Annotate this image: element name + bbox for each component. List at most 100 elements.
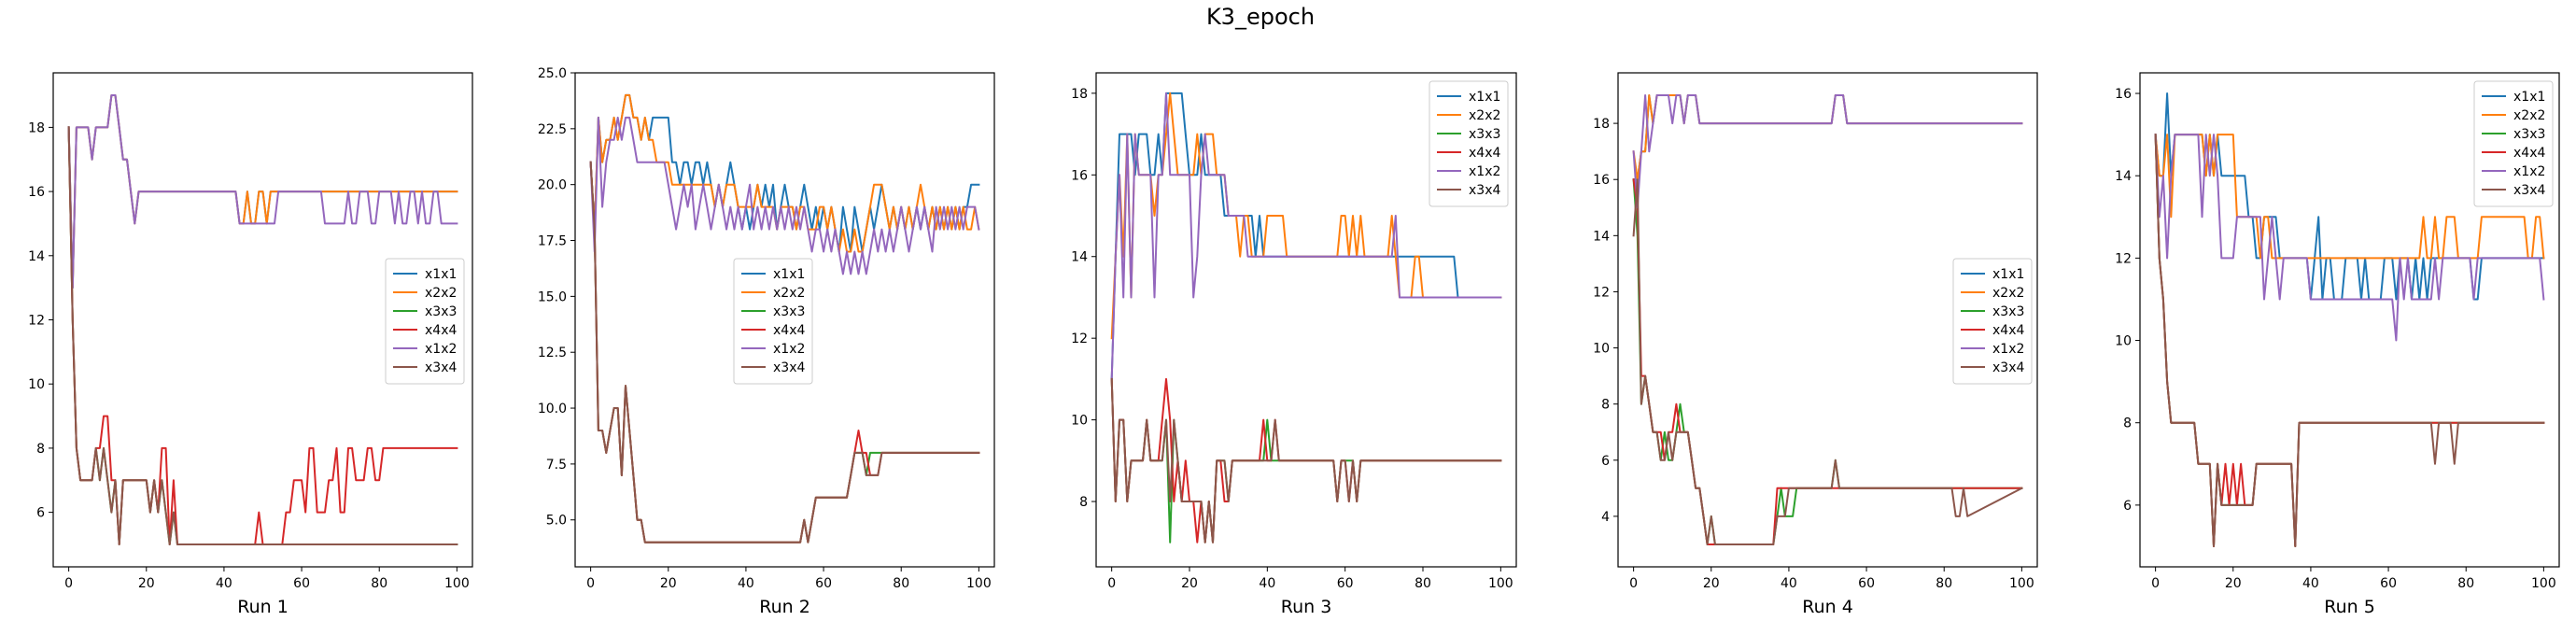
x-tick-label: 60 (2380, 576, 2397, 591)
y-tick-label: 8 (36, 442, 45, 457)
legend-label-x4x4: x4x4 (773, 323, 805, 338)
x-tick-label: 60 (815, 576, 832, 591)
x-tick-label: 20 (1181, 576, 1198, 591)
x-tick-label: 80 (371, 576, 387, 591)
x-tick-label: 40 (1259, 576, 1275, 591)
legend-box (1952, 258, 2033, 385)
legend-label-x3x4: x3x4 (2513, 183, 2545, 198)
legend-label-x1x2: x1x2 (773, 342, 805, 357)
y-tick-label: 7.5 (546, 458, 567, 473)
series-line-x2x2 (2154, 134, 2545, 260)
series-line-x1x2 (67, 94, 458, 289)
series-line-x3x4 (67, 126, 458, 545)
y-tick-label: 16 (28, 185, 45, 200)
subplot-1: 0 20 40 60 80 100 6 8 10 12 14 16 18 Run 1 x1x1 x2x2 x3x… (28, 72, 473, 617)
legend-box (385, 258, 465, 385)
legend-label-x3x4: x3x4 (1469, 183, 1500, 198)
legend: x1x1 x2x2 x3x3 x4x4 x1x2 x3x4 (733, 258, 813, 385)
y-tick-label: 12 (2115, 251, 2132, 266)
y-tick-label: 22.5 (538, 122, 567, 137)
x-tick-label: 80 (893, 576, 909, 591)
y-tick-label: 10 (1593, 342, 1610, 357)
y-tick-label: 14 (28, 249, 45, 264)
y-tick-label: 25.0 (538, 66, 567, 81)
legend-label-x4x4: x4x4 (1992, 323, 2024, 338)
y-tick-label: 14 (2115, 169, 2132, 184)
x-tick-label: 0 (1629, 576, 1638, 591)
series-group (589, 93, 980, 543)
series-group (67, 94, 458, 545)
x-tick-label: 60 (293, 576, 310, 591)
legend-label-x2x2: x2x2 (2513, 108, 2545, 123)
subplot-2: 0 20 40 60 80 100 5.0 7.5 10.0 12.5 15.0 17.5 20.0 22… (538, 66, 995, 617)
x-tick-label: 0 (586, 576, 595, 591)
legend-box (1429, 80, 1509, 207)
y-tick-label: 14 (1593, 229, 1610, 244)
x-tick-label: 20 (1703, 576, 1720, 591)
y-tick-label: 12 (28, 314, 45, 329)
series-group (1110, 92, 1502, 543)
legend-label-x1x1: x1x1 (425, 267, 457, 282)
x-tick-label: 0 (2151, 576, 2160, 591)
y-tick-label: 5.0 (546, 514, 567, 529)
legend-label-x1x1: x1x1 (773, 267, 805, 282)
legend-label-x4x4: x4x4 (425, 323, 457, 338)
legend-label-x3x4: x3x4 (1992, 360, 2024, 375)
y-tick-label: 16 (1593, 173, 1610, 188)
x-tick-label: 20 (138, 576, 155, 591)
x-tick-label: 40 (1781, 576, 1797, 591)
legend-label-x3x4: x3x4 (773, 360, 805, 375)
y-tick-label: 8 (1601, 398, 1610, 413)
y-tick-label: 6 (1601, 454, 1610, 469)
x-tick-label: 40 (738, 576, 754, 591)
y-tick-label: 12 (1593, 285, 1610, 300)
y-tick-label: 14 (1071, 250, 1088, 265)
x-tick-label: 40 (216, 576, 232, 591)
y-tick-label: 10 (1071, 414, 1088, 429)
legend-label-x3x3: x3x3 (1992, 304, 2024, 319)
legend-label-x3x3: x3x3 (2513, 127, 2545, 142)
y-tick-label: 18 (1071, 87, 1088, 102)
x-tick-label: 80 (2457, 576, 2474, 591)
legend-label-x1x2: x1x2 (1469, 164, 1500, 179)
y-tick-label: 8 (1079, 495, 1088, 510)
y-tick-label: 18 (1593, 117, 1610, 132)
legend-label-x3x3: x3x3 (1469, 127, 1500, 142)
axes-frame (2139, 72, 2560, 568)
y-tick-label: 6 (2123, 499, 2132, 514)
legend-label-x1x1: x1x1 (2513, 90, 2545, 105)
legend-label-x2x2: x2x2 (1992, 286, 2024, 301)
y-tick-label: 17.5 (538, 234, 567, 249)
series-line-x1x2 (1632, 94, 2023, 209)
legend-label-x1x1: x1x1 (1469, 90, 1500, 105)
y-tick-label: 12.5 (538, 346, 567, 360)
legend-label-x4x4: x4x4 (1469, 146, 1500, 161)
legend-label-x1x2: x1x2 (1992, 342, 2024, 357)
series-group (2154, 92, 2545, 547)
y-tick-label: 10 (2115, 334, 2132, 349)
subplot-4: 0 20 40 60 80 100 4 6 8 10 12 14 16 18 Run 4 x1x1 x2x2 x3… (1593, 72, 2038, 617)
x-axis-label: Run 5 (2324, 597, 2375, 617)
y-tick-label: 15.0 (538, 289, 567, 304)
legend-label-x4x4: x4x4 (2513, 146, 2545, 161)
series-line-x1x2 (589, 116, 980, 275)
legend-label-x2x2: x2x2 (773, 286, 805, 301)
series-line-x1x2 (2154, 134, 2545, 342)
x-tick-label: 100 (2531, 576, 2556, 591)
series-line-x3x4 (589, 161, 980, 543)
legend-label-x1x2: x1x2 (2513, 164, 2545, 179)
series-line-x4x4 (67, 126, 458, 545)
series-line-x3x4 (1632, 178, 2023, 545)
x-tick-label: 100 (1488, 576, 1513, 591)
x-tick-label: 20 (660, 576, 677, 591)
x-tick-label: 100 (444, 576, 470, 591)
y-tick-label: 10 (28, 377, 45, 392)
legend-label-x3x3: x3x3 (773, 304, 805, 319)
x-tick-label: 80 (1936, 576, 1952, 591)
legend-box (733, 258, 813, 385)
legend-label-x2x2: x2x2 (1469, 108, 1500, 123)
legend: x1x1 x2x2 x3x3 x4x4 x1x2 x3x4 (385, 258, 465, 385)
